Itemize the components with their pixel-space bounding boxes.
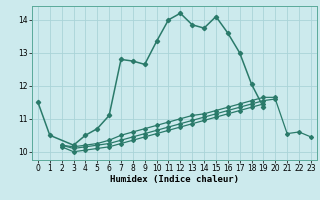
X-axis label: Humidex (Indice chaleur): Humidex (Indice chaleur) [110,175,239,184]
